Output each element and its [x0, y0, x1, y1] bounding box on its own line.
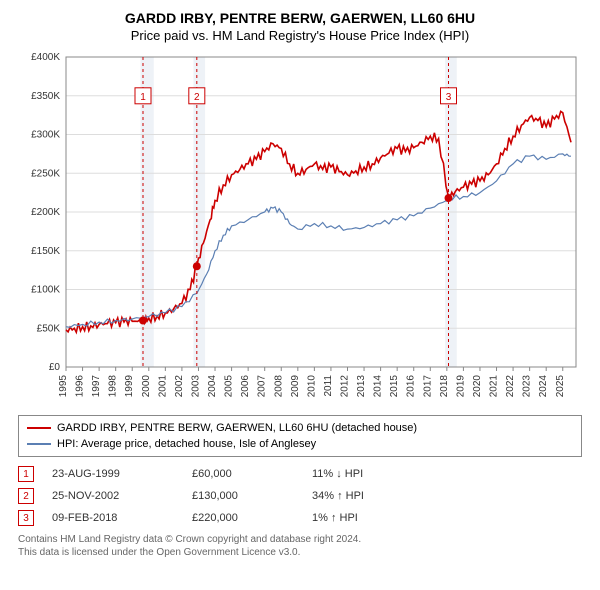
event-price: £220,000 [192, 512, 312, 524]
svg-text:1995: 1995 [58, 375, 69, 398]
event-price: £60,000 [192, 468, 312, 480]
svg-text:2009: 2009 [290, 375, 301, 398]
event-marker: 3 [18, 510, 34, 526]
svg-text:£200K: £200K [31, 207, 60, 218]
svg-text:£50K: £50K [37, 323, 61, 334]
svg-text:2022: 2022 [505, 375, 516, 398]
svg-text:1996: 1996 [75, 375, 86, 398]
legend-label: HPI: Average price, detached house, Isle… [57, 438, 316, 450]
event-marker: 2 [18, 488, 34, 504]
svg-text:2005: 2005 [224, 375, 235, 398]
footer-line-1: Contains HM Land Registry data © Crown c… [18, 533, 582, 546]
svg-text:2011: 2011 [323, 375, 334, 397]
svg-text:2023: 2023 [522, 375, 533, 398]
legend: GARDD IRBY, PENTRE BERW, GAERWEN, LL60 6… [18, 415, 582, 457]
svg-text:£400K: £400K [31, 52, 60, 63]
svg-text:2001: 2001 [157, 375, 168, 398]
event-date: 23-AUG-1999 [52, 468, 192, 480]
event-row: 2 25-NOV-2002£130,00034% ↑ HPI [18, 485, 582, 507]
svg-text:2003: 2003 [190, 375, 201, 398]
svg-text:2006: 2006 [240, 375, 251, 398]
svg-text:2004: 2004 [207, 375, 218, 398]
event-hpi: 34% ↑ HPI [312, 490, 412, 502]
event-date: 25-NOV-2002 [52, 490, 192, 502]
svg-text:2010: 2010 [306, 375, 317, 398]
event-hpi: 1% ↑ HPI [312, 512, 412, 524]
svg-text:2000: 2000 [141, 375, 152, 398]
legend-item: GARDD IRBY, PENTRE BERW, GAERWEN, LL60 6… [27, 420, 573, 436]
svg-text:1: 1 [140, 92, 146, 103]
svg-text:2018: 2018 [439, 375, 450, 398]
svg-text:£0: £0 [49, 362, 61, 373]
chart-plot: £0 £50K £100K £150K £200K £250K £300K £350K £400… [18, 49, 582, 409]
svg-text:2014: 2014 [373, 375, 384, 398]
svg-text:2002: 2002 [174, 375, 185, 398]
svg-text:£300K: £300K [31, 130, 60, 141]
svg-text:2025: 2025 [555, 375, 566, 398]
legend-swatch [27, 443, 51, 445]
chart-title: GARDD IRBY, PENTRE BERW, GAERWEN, LL60 6… [18, 10, 582, 26]
svg-text:2015: 2015 [389, 375, 400, 398]
legend-swatch [27, 427, 51, 429]
chart-container: GARDD IRBY, PENTRE BERW, GAERWEN, LL60 6… [0, 0, 600, 567]
svg-text:2012: 2012 [339, 375, 350, 398]
footer-attribution: Contains HM Land Registry data © Crown c… [18, 533, 582, 559]
svg-text:2: 2 [194, 92, 200, 103]
chart-subtitle: Price paid vs. HM Land Registry's House … [18, 28, 582, 43]
svg-text:£150K: £150K [31, 246, 60, 257]
event-row: 3 09-FEB-2018£220,0001% ↑ HPI [18, 507, 582, 529]
footer-line-2: This data is licensed under the Open Gov… [18, 546, 582, 559]
svg-text:£250K: £250K [31, 168, 60, 179]
svg-text:1998: 1998 [108, 375, 119, 398]
svg-text:2020: 2020 [472, 375, 483, 398]
event-date: 09-FEB-2018 [52, 512, 192, 524]
event-price: £130,000 [192, 490, 312, 502]
event-row: 1 23-AUG-1999£60,00011% ↓ HPI [18, 463, 582, 485]
svg-text:1999: 1999 [124, 375, 135, 398]
svg-text:2016: 2016 [406, 375, 417, 398]
svg-text:£350K: £350K [31, 91, 60, 102]
legend-label: GARDD IRBY, PENTRE BERW, GAERWEN, LL60 6… [57, 422, 417, 434]
svg-text:3: 3 [446, 92, 452, 103]
event-marker: 1 [18, 466, 34, 482]
svg-text:1997: 1997 [91, 375, 102, 398]
svg-text:£100K: £100K [31, 285, 60, 296]
svg-text:2008: 2008 [273, 375, 284, 398]
legend-item: HPI: Average price, detached house, Isle… [27, 436, 573, 452]
svg-text:2007: 2007 [257, 375, 268, 398]
svg-text:2017: 2017 [422, 375, 433, 398]
event-hpi: 11% ↓ HPI [312, 468, 412, 480]
svg-text:2024: 2024 [538, 375, 549, 398]
svg-text:2019: 2019 [455, 375, 466, 398]
event-list: 1 23-AUG-1999£60,00011% ↓ HPI 2 25-NOV-2002… [18, 463, 582, 529]
svg-text:2021: 2021 [489, 375, 500, 398]
svg-text:2013: 2013 [356, 375, 367, 398]
